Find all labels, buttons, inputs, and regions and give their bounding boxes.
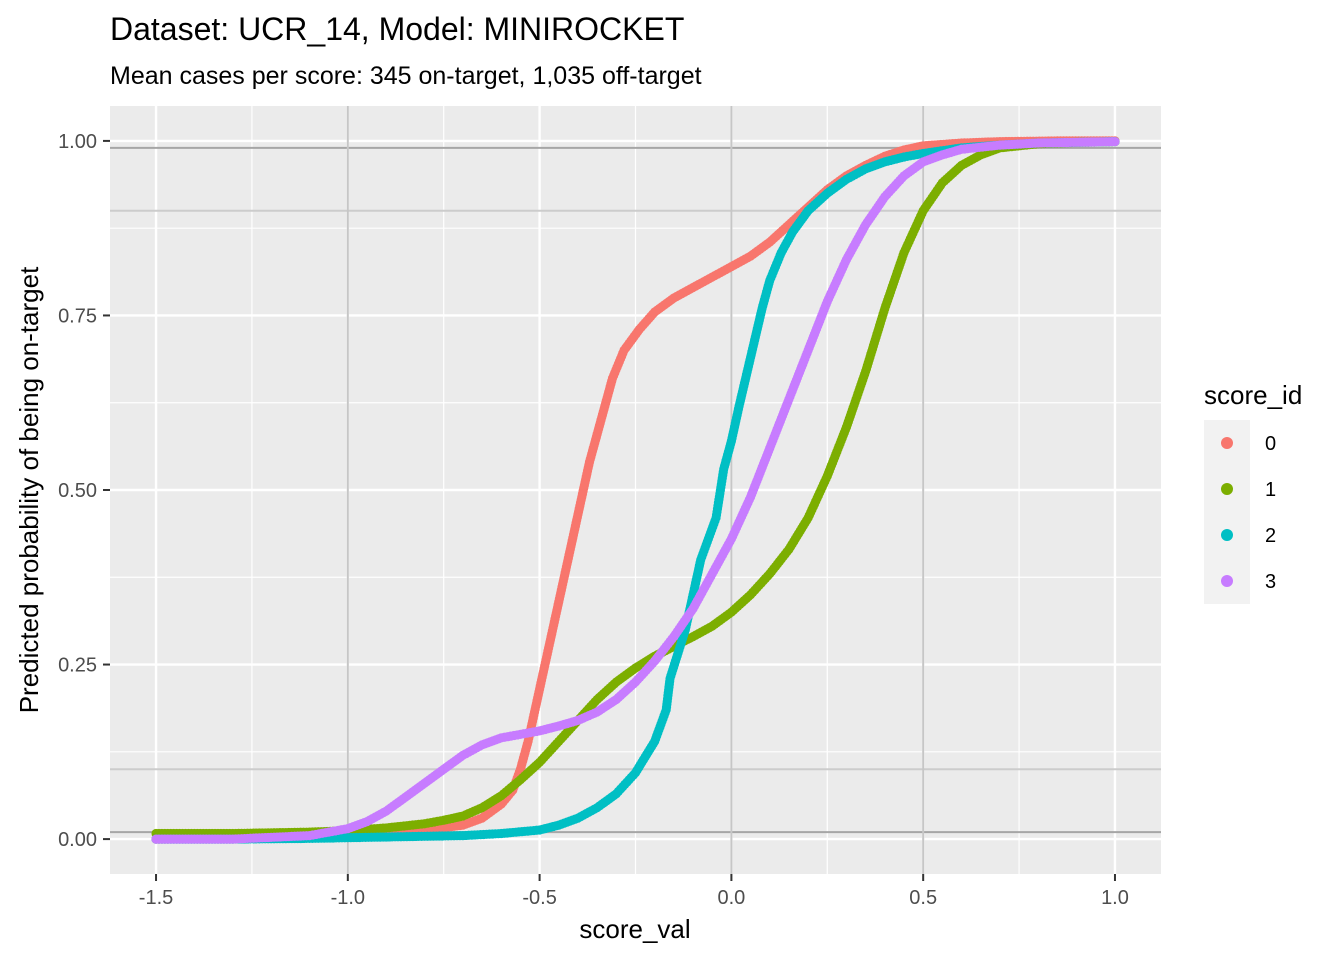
x-tick-label: 0.0 bbox=[717, 887, 745, 909]
x-tick-label: 0.5 bbox=[909, 887, 937, 909]
x-tick-label: -0.5 bbox=[522, 887, 556, 909]
axes: -1.5 -1.0 -0.5 0.0 0.5 1.0 0.00 0.25 0.50 0.75 1.0… bbox=[58, 131, 1129, 909]
chart-title: Dataset: UCR_14, Model: MINIROCKET bbox=[110, 11, 684, 47]
x-axis-title: score_val bbox=[579, 914, 690, 944]
y-tick-label: 1.00 bbox=[58, 131, 97, 153]
legend-key-1 bbox=[1221, 483, 1233, 495]
x-tick-label: -1.5 bbox=[139, 887, 173, 909]
y-tick-label: 0.00 bbox=[58, 829, 97, 851]
x-tick-label: 1.0 bbox=[1101, 887, 1129, 909]
legend-title: score_id bbox=[1204, 380, 1302, 410]
legend-key-0 bbox=[1221, 437, 1233, 449]
y-axis-title: Predicted probability of being on-target bbox=[14, 266, 44, 713]
legend-label-2: 2 bbox=[1265, 525, 1276, 547]
y-tick-label: 0.50 bbox=[58, 480, 97, 502]
legend: score_id 0 1 2 3 bbox=[1204, 380, 1302, 604]
y-tick-label: 0.75 bbox=[58, 305, 97, 327]
legend-key-3 bbox=[1221, 575, 1233, 587]
legend-key-2 bbox=[1221, 529, 1233, 541]
x-tick-label: -1.0 bbox=[331, 887, 365, 909]
data-points bbox=[151, 136, 1120, 844]
legend-key-background bbox=[1204, 420, 1250, 604]
chart-subtitle: Mean cases per score: 345 on-target, 1,0… bbox=[110, 62, 702, 90]
legend-label-0: 0 bbox=[1265, 433, 1276, 455]
legend-label-3: 3 bbox=[1265, 571, 1276, 593]
legend-label-1: 1 bbox=[1265, 479, 1276, 501]
y-tick-label: 0.25 bbox=[58, 655, 97, 677]
point-series-3 bbox=[1110, 137, 1120, 147]
